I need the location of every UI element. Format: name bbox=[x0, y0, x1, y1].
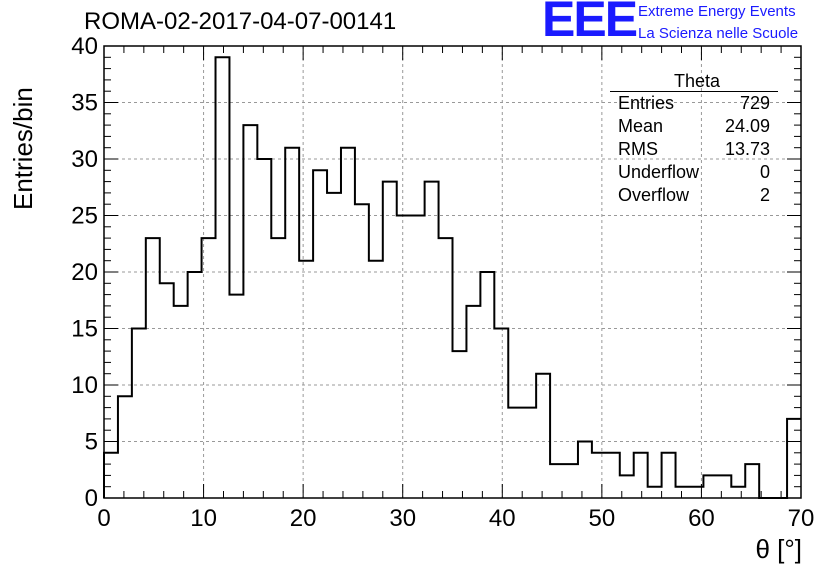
histogram-bin bbox=[411, 216, 425, 499]
y-tick-label: 5 bbox=[85, 429, 98, 456]
histogram-bin bbox=[731, 487, 745, 498]
x-axis-label: θ [°] bbox=[755, 534, 802, 564]
stats-label: Mean bbox=[618, 116, 664, 136]
histogram-bin bbox=[536, 374, 550, 498]
stats-row-mean: Mean 24.09 bbox=[610, 115, 778, 138]
histogram-bin bbox=[383, 182, 397, 498]
histogram-bin bbox=[132, 329, 146, 499]
stats-row-rms: RMS 13.73 bbox=[610, 138, 778, 161]
stats-value: 24.09 bbox=[724, 116, 770, 136]
eee-logo: EEE bbox=[542, 0, 638, 47]
histogram-bin bbox=[146, 238, 160, 498]
histogram-bin bbox=[257, 159, 271, 498]
histogram-bin bbox=[118, 396, 132, 498]
histogram-bin bbox=[313, 170, 327, 498]
histogram-bin bbox=[160, 283, 174, 498]
y-tick-label: 25 bbox=[71, 203, 98, 230]
x-tick-label: 50 bbox=[589, 505, 616, 532]
histogram-bin bbox=[592, 453, 606, 498]
histogram-bin bbox=[229, 295, 243, 498]
stats-value: 2 bbox=[759, 185, 770, 205]
histogram-bin bbox=[662, 453, 676, 498]
x-tick-label: 20 bbox=[290, 505, 317, 532]
histogram-bin bbox=[425, 182, 439, 498]
histogram-bin bbox=[369, 261, 383, 498]
stats-row-overflow: Overflow 2 bbox=[610, 184, 778, 207]
stats-box: Theta Entries 729 Mean 24.09 RMS 13.73 U… bbox=[610, 72, 778, 207]
stats-label: Underflow bbox=[618, 162, 700, 182]
histogram-bin bbox=[174, 306, 188, 498]
histogram-bin bbox=[648, 487, 662, 498]
stats-value: 0 bbox=[759, 162, 770, 182]
stats-value: 729 bbox=[739, 93, 770, 113]
logo-line-2: La Scienza nelle Scuole bbox=[638, 25, 799, 42]
histogram-series bbox=[103, 56, 801, 499]
stats-row-entries: Entries 729 bbox=[610, 92, 778, 115]
y-axis-label-box: Entries/bin bbox=[4, 87, 44, 210]
histogram-bin bbox=[717, 475, 731, 498]
x-tick-label: 0 bbox=[97, 505, 110, 532]
stats-label: Overflow bbox=[618, 185, 690, 205]
histogram-bin bbox=[216, 57, 230, 498]
histogram-bin bbox=[202, 238, 216, 498]
histogram-bin bbox=[494, 329, 508, 499]
histogram-bin bbox=[787, 419, 801, 498]
histogram-bin bbox=[703, 475, 717, 498]
x-tick-label: 40 bbox=[489, 505, 516, 532]
histogram-bin bbox=[745, 464, 759, 498]
stats-title: Theta bbox=[610, 72, 778, 92]
y-tick-label: 40 bbox=[71, 33, 98, 60]
histogram-bin bbox=[578, 442, 592, 499]
histogram-bin bbox=[243, 125, 257, 498]
y-tick-label: 0 bbox=[85, 485, 98, 512]
histogram-bin bbox=[355, 204, 369, 498]
histogram-bin bbox=[397, 216, 411, 499]
histogram-bin bbox=[439, 238, 453, 498]
x-tick-label: 30 bbox=[389, 505, 416, 532]
histogram-bin bbox=[188, 272, 202, 498]
stats-label: Entries bbox=[618, 93, 675, 113]
x-tick-label: 70 bbox=[788, 505, 815, 532]
histogram-bin bbox=[480, 272, 494, 498]
histogram-bin bbox=[606, 453, 620, 498]
stats-label: RMS bbox=[618, 139, 658, 159]
y-tick-label: 30 bbox=[71, 146, 98, 173]
histogram-bin bbox=[299, 261, 313, 498]
logo-line-1: Extreme Energy Events bbox=[638, 3, 796, 20]
y-axis-label: Entries/bin bbox=[8, 87, 38, 210]
histogram-bin bbox=[285, 148, 299, 498]
histogram-bin bbox=[341, 148, 355, 498]
histogram-bin bbox=[564, 464, 578, 498]
histogram-bin bbox=[466, 306, 480, 498]
y-tick-label: 20 bbox=[71, 259, 98, 286]
histogram-bin bbox=[508, 408, 522, 498]
histogram-bin bbox=[271, 238, 285, 498]
histogram-bin bbox=[453, 351, 467, 498]
histogram-bin bbox=[327, 193, 341, 498]
x-tick-label: 10 bbox=[190, 505, 217, 532]
histogram-bin bbox=[522, 408, 536, 498]
stats-row-underflow: Underflow 0 bbox=[610, 161, 778, 184]
y-tick-label: 35 bbox=[71, 90, 98, 117]
histogram-bin bbox=[676, 487, 690, 498]
histogram-bin bbox=[634, 453, 648, 498]
page-title: ROMA-02-2017-04-07-00141 bbox=[84, 8, 397, 35]
x-tick-label: 60 bbox=[688, 505, 715, 532]
y-tick-label: 10 bbox=[71, 372, 98, 399]
stats-value: 13.73 bbox=[724, 139, 770, 159]
y-tick-label: 15 bbox=[71, 316, 98, 343]
